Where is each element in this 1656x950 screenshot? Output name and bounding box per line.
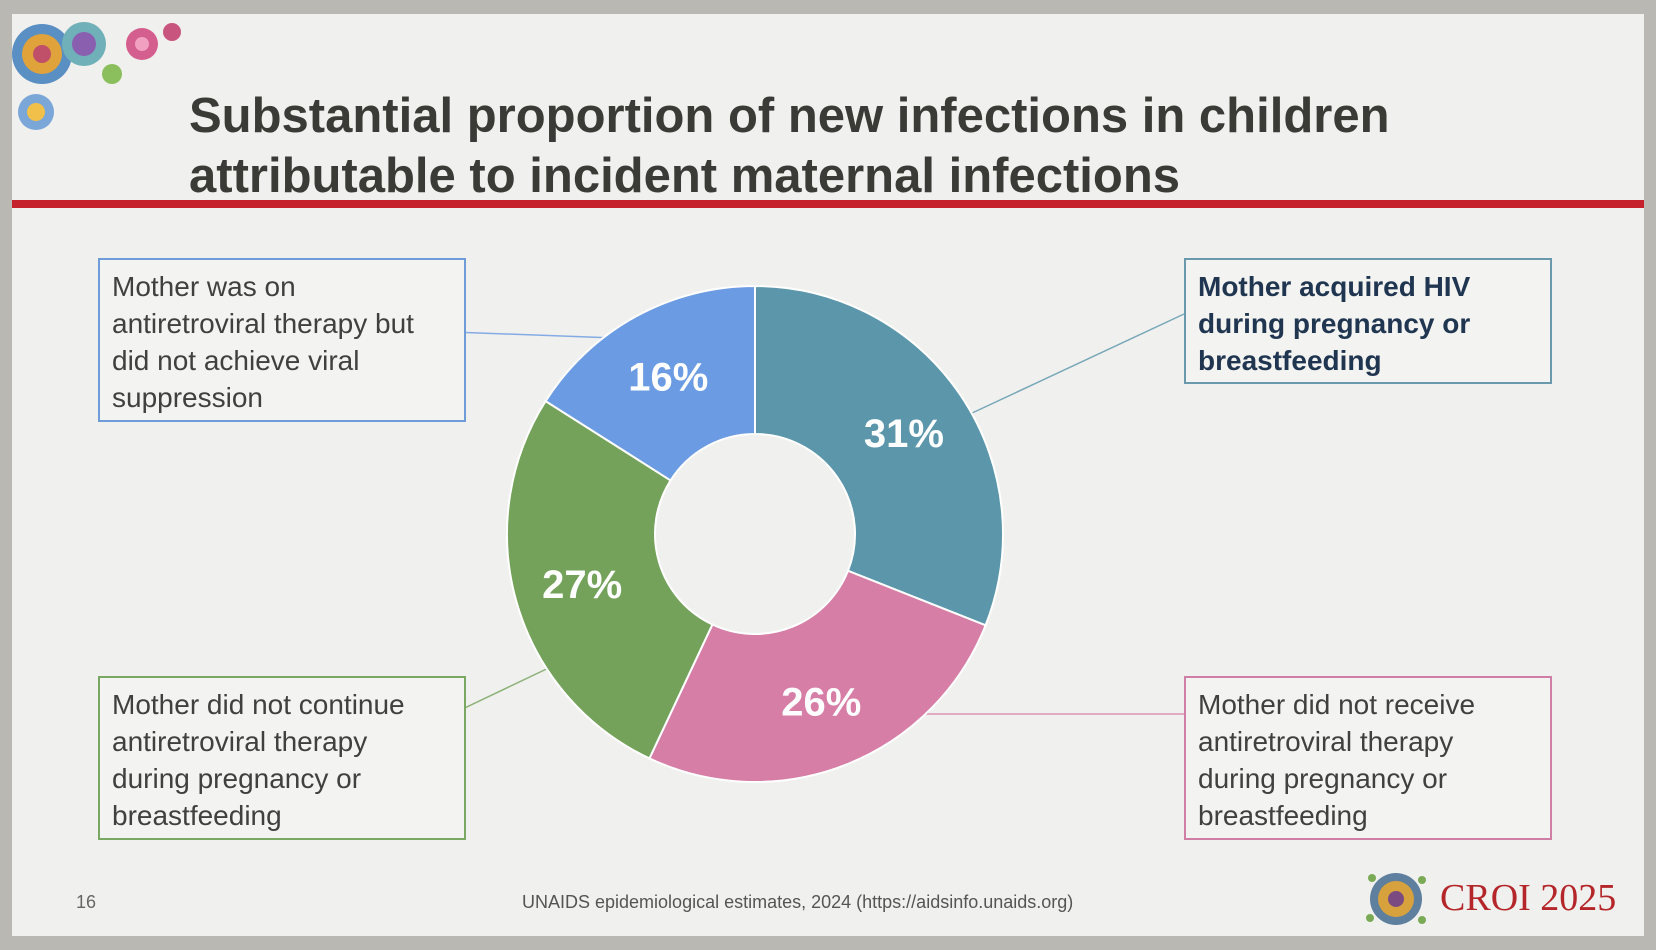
label-line: antiretroviral therapy [1198,726,1454,757]
slice-data-label-0: 31% [864,412,944,456]
donut-slice-2 [506,399,714,760]
slide: Substantial proportion of new infections… [12,14,1644,936]
label-line: breastfeeding [1198,345,1382,376]
leader-line-2 [451,663,558,715]
croi-logo: CROI 2025 [1362,866,1632,932]
label-line: Mother acquired HIV [1198,271,1471,302]
leader-line-0 [969,313,1185,415]
source-citation: UNAIDS epidemiological estimates, 2024 (… [522,892,1074,912]
slide-title: Substantial proportion of new infections… [189,86,1390,206]
virus-decoration-icon [12,22,181,130]
slice-data-label-1: 26% [781,680,861,724]
donut-slice-1 [648,569,987,783]
label-line: during pregnancy or [1198,763,1448,794]
label-line: during pregnancy or [1198,308,1471,339]
slide-number: 16 [76,892,97,912]
label-line: Mother did not receive [1198,689,1476,720]
donut-slice-0 [754,284,1004,627]
label-line: breastfeeding [1198,800,1368,831]
slice-data-label-3: 16% [628,355,708,399]
label-line: antiretroviral therapy but [112,308,414,339]
title-line-2: attributable to incident maternal infect… [189,149,1181,203]
label-line: breastfeeding [112,800,282,831]
leader-line-3 [451,331,616,339]
label-line: did not achieve viral [112,345,360,376]
label-box-acquired-hiv: Mother acquired HIV during pregnancy or … [1184,258,1552,384]
label-box-did-not-receive-art: Mother did not receive antiretroviral th… [1184,676,1552,840]
slice-data-label-2: 27% [542,563,622,607]
label-line: Mother did not continue [112,689,405,720]
label-box-did-not-continue-art: Mother did not continue antiretroviral t… [98,676,466,840]
logo-text: CROI 2025 [1440,877,1617,919]
title-line-1: Substantial proportion of new infections… [189,89,1390,143]
label-line: antiretroviral therapy [112,726,368,757]
croi-virus-logo-icon [1366,873,1426,925]
title-rule [12,200,1644,208]
label-line: suppression [112,382,263,413]
donut-slice-3 [544,284,756,482]
label-line: during pregnancy or [112,763,362,794]
donut-chart: 31% 26% 27% 16% [451,284,1185,783]
label-box-no-viral-suppression: Mother was on antiretroviral therapy but… [98,258,466,422]
label-line: Mother was on [112,271,296,302]
